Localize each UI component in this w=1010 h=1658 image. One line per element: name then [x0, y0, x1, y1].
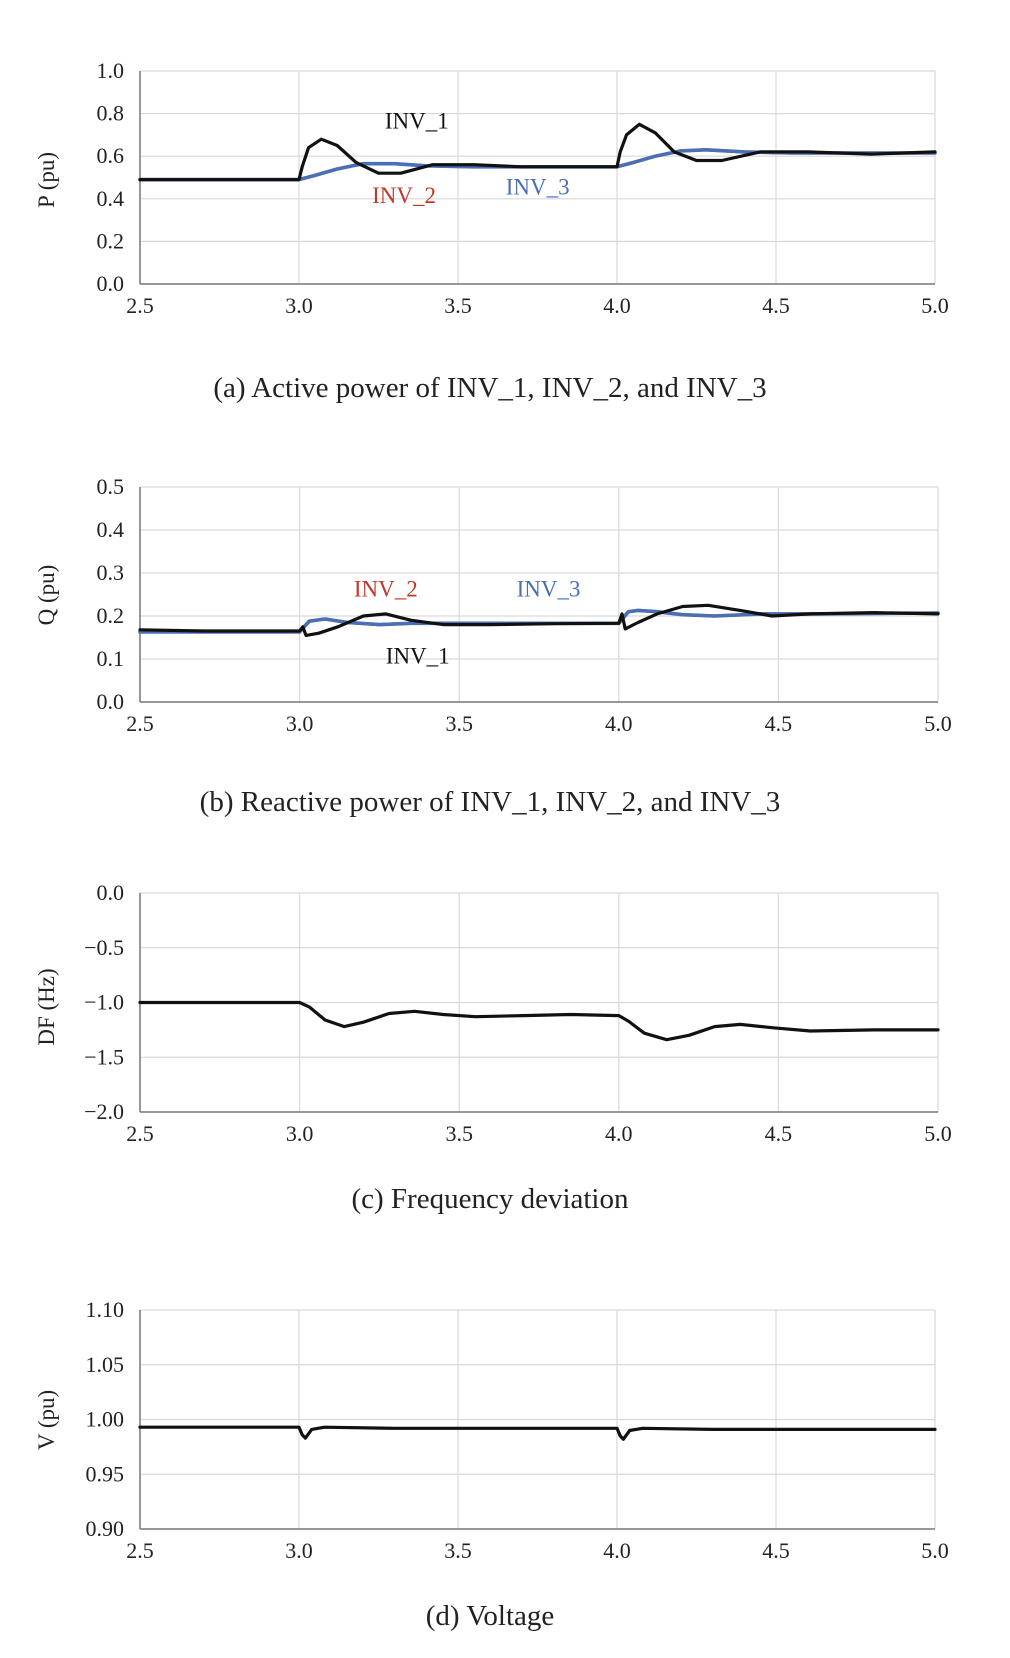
panel-b-xtick-label: 4.5 [765, 711, 793, 736]
panel-d-ytick-label: 1.05 [86, 1352, 125, 1377]
panel-a-xtick-label: 3.5 [444, 293, 472, 318]
panel-b-ytick-label: 0.4 [97, 517, 125, 542]
panel-d-xtick-label: 3.0 [285, 1538, 313, 1563]
panel-c-ytick-label: −0.5 [84, 935, 124, 960]
panel-b-ylabel: Q (pu) [34, 565, 59, 626]
panel-c-xtick-label: 4.5 [765, 1121, 793, 1146]
panel-b-annotations: INV_2 INV_3 INV_1 [354, 577, 581, 669]
panel-b-xtick-label: 3.5 [445, 711, 473, 736]
panel-a-axes [139, 71, 935, 285]
panel-c-ytick-label: 0.0 [97, 880, 125, 905]
panel-d-xtick-label: 3.5 [444, 1538, 472, 1563]
panel-a-label-inv3: INV_3 [506, 175, 570, 200]
panel-c-ytick-label: −1.0 [84, 990, 124, 1015]
panel-a-ytick-label: 0.8 [97, 101, 125, 126]
panel-a: 2.5 3.0 3.5 4.0 4.5 5.0 0.0 0.2 0.4 0.6 0.8 1.0 INV… [34, 58, 949, 404]
panel-c-series-line [138, 1000, 940, 1042]
panel-d-ytick-label: 0.95 [86, 1461, 125, 1486]
panel-a-xtick-label: 4.5 [762, 293, 790, 318]
panel-a-xtick-label: 4.0 [603, 293, 631, 318]
panel-d-ytick-label: 1.00 [86, 1407, 125, 1432]
panel-d-xtick-label: 5.0 [921, 1538, 949, 1563]
panel-a-caption: (a) Active power of INV_1, INV_2, and IN… [213, 372, 766, 404]
panel-a-ytick-label: 0.2 [97, 228, 125, 253]
panel-b-lines [138, 603, 940, 638]
panel-b-axes [139, 487, 938, 703]
panel-a-ytick-label: 1.0 [97, 58, 125, 83]
panel-b-xtick-label: 4.0 [605, 711, 633, 736]
panel-d-axes [139, 1310, 935, 1530]
panel-a-tick-labels: 2.5 3.0 3.5 4.0 4.5 5.0 0.0 0.2 0.4 0.6 0.8 1.0 [97, 58, 949, 318]
panel-c-xtick-label: 5.0 [924, 1121, 952, 1146]
panel-c-ylabel: DF (Hz) [34, 968, 59, 1045]
panel-d-xtick-label: 4.0 [603, 1538, 631, 1563]
panel-b-ytick-label: 0.0 [97, 689, 125, 714]
panel-b-ytick-label: 0.3 [97, 560, 125, 585]
panel-d-ylabel: V (pu) [34, 1390, 59, 1450]
panel-a-grid [140, 70, 936, 284]
panel-a-xtick-label: 5.0 [921, 293, 949, 318]
panel-b-xtick-label: 2.5 [126, 711, 154, 736]
panel-d-grid [140, 1309, 936, 1529]
panel-b-ytick-label: 0.1 [97, 646, 125, 671]
panel-b-xtick-label: 5.0 [924, 711, 952, 736]
panel-c: 2.5 3.0 3.5 4.0 4.5 5.0 −2.0 −1.5 −1.0 −0.5 0.0 DF… [34, 880, 952, 1215]
panel-a-ytick-label: 0.0 [97, 271, 125, 296]
panel-d-xtick-label: 4.5 [762, 1538, 790, 1563]
panel-a-xtick-label: 3.0 [285, 293, 313, 318]
panel-c-xtick-label: 2.5 [126, 1121, 154, 1146]
panel-b-grid [140, 486, 939, 702]
panel-b-label-inv3: INV_3 [517, 577, 581, 602]
panel-b-series-inv1 [138, 603, 940, 638]
panel-c-caption: (c) Frequency deviation [351, 1183, 629, 1215]
panel-d-tick-labels: 2.5 3.0 3.5 4.0 4.5 5.0 0.90 0.95 1.00 1.05 1.10 [86, 1297, 949, 1563]
panel-c-ytick-label: −2.0 [84, 1099, 124, 1124]
panel-d-ytick-label: 0.90 [86, 1516, 125, 1541]
panel-c-tick-labels: 2.5 3.0 3.5 4.0 4.5 5.0 −2.0 −1.5 −1.0 −0.5 0.0 [84, 880, 952, 1146]
panel-d-caption: (d) Voltage [426, 1600, 555, 1632]
panel-a-ytick-label: 0.4 [97, 186, 125, 211]
panel-b-ytick-label: 0.5 [97, 474, 125, 499]
panel-d-lines [138, 1425, 937, 1441]
panel-a-ytick-label: 0.6 [97, 143, 125, 168]
panel-b-tick-labels: 2.5 3.0 3.5 4.0 4.5 5.0 0.0 0.1 0.2 0.3 0.4 0.5 [97, 474, 952, 736]
panel-b-ytick-label: 0.2 [97, 603, 125, 628]
panel-c-lines [138, 1000, 940, 1042]
panel-c-xtick-label: 4.0 [605, 1121, 633, 1146]
panel-a-xtick-label: 2.5 [126, 293, 154, 318]
panel-a-lines [138, 122, 937, 182]
panel-c-xtick-label: 3.5 [445, 1121, 473, 1146]
panel-a-annotations: INV_1 INV_2 INV_3 [372, 109, 569, 209]
panel-d: 2.5 3.0 3.5 4.0 4.5 5.0 0.90 0.95 1.00 1.05 1.10 V… [34, 1297, 949, 1632]
panel-a-label-inv2: INV_2 [372, 183, 436, 208]
panel-d-ytick-label: 1.10 [86, 1297, 125, 1322]
panel-b-caption: (b) Reactive power of INV_1, INV_2, and … [200, 786, 781, 818]
panel-b: 2.5 3.0 3.5 4.0 4.5 5.0 0.0 0.1 0.2 0.3 0.4 0.5 INV… [34, 474, 952, 818]
panel-a-series-inv1 [138, 122, 937, 182]
panel-c-xtick-label: 3.0 [286, 1121, 314, 1146]
panel-d-series-line [138, 1425, 937, 1441]
panel-a-ylabel: P (pu) [34, 152, 59, 208]
panel-d-xtick-label: 2.5 [126, 1538, 154, 1563]
panel-b-label-inv2: INV_2 [354, 577, 418, 602]
panel-b-xtick-label: 3.0 [286, 711, 314, 736]
panel-a-label-inv1: INV_1 [385, 109, 449, 134]
panel-c-ytick-label: −1.5 [84, 1044, 124, 1069]
panel-b-label-inv1: INV_1 [386, 643, 450, 668]
